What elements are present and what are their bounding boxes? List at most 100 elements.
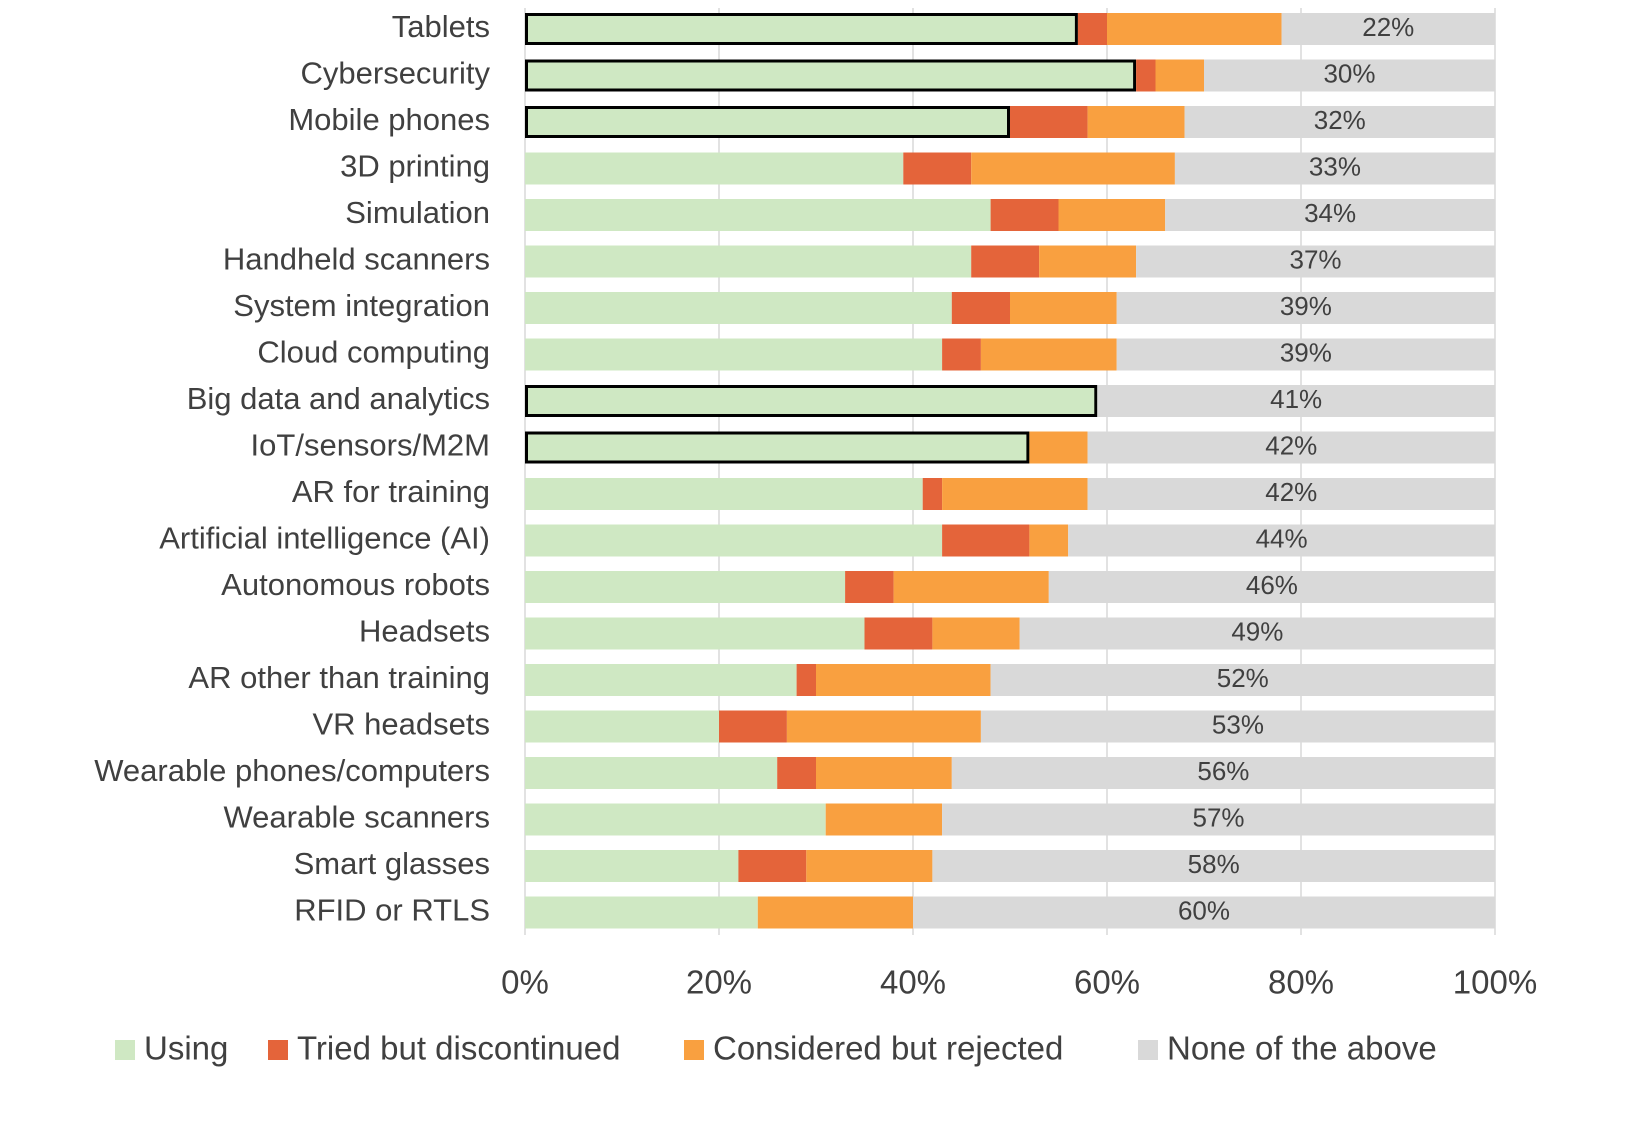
data-label: 33% <box>1309 151 1361 181</box>
bar-segment <box>1116 338 1495 371</box>
x-tick-label: 60% <box>1074 964 1140 1001</box>
bar-segment <box>971 245 1040 278</box>
x-tick-label: 100% <box>1453 964 1537 1001</box>
y-tick-label: VR headsets <box>313 707 491 742</box>
bar-segment <box>719 710 787 743</box>
bar-segment <box>1087 106 1185 138</box>
bar-segment <box>525 896 758 929</box>
bar-segment <box>1107 13 1282 45</box>
y-tick-label: Mobile phones <box>288 102 490 137</box>
bar-segment <box>1087 478 1495 510</box>
bar-segment <box>1058 199 1166 231</box>
bar-segment <box>525 524 943 557</box>
data-label: 58% <box>1188 849 1240 879</box>
legend-label: Tried but discontinued <box>297 1030 620 1067</box>
bar-segment <box>942 524 1030 557</box>
y-tick-label: 3D printing <box>340 149 490 184</box>
y-tick-label: Handheld scanners <box>223 242 490 277</box>
bar-segment <box>786 710 981 743</box>
bar-segment <box>1184 106 1495 138</box>
y-tick-label: RFID or RTLS <box>294 893 490 928</box>
bar-segment <box>951 292 1010 324</box>
bar-segment <box>922 478 943 510</box>
bar-segment <box>1077 13 1107 45</box>
x-tick-label: 40% <box>880 964 946 1001</box>
bar-segment <box>525 850 739 882</box>
bar-segment <box>1087 431 1495 464</box>
highlight-outline <box>525 431 1030 464</box>
bar-segment <box>845 571 894 603</box>
bar-segment <box>525 478 923 510</box>
bar-segment <box>525 106 1010 138</box>
bar-segment <box>1165 199 1495 231</box>
x-tick-label: 0% <box>501 964 549 1001</box>
bar-segment <box>757 896 913 929</box>
y-tick-label: Big data and analytics <box>187 381 490 416</box>
data-label: 22% <box>1362 12 1414 42</box>
y-tick-label: Autonomous robots <box>221 567 490 602</box>
data-label: 34% <box>1304 198 1356 228</box>
data-label: 60% <box>1178 895 1230 925</box>
bar-segment <box>525 385 1098 417</box>
x-tick-label: 80% <box>1268 964 1334 1001</box>
bar-segment <box>980 710 1495 743</box>
bar-segment <box>1155 59 1204 92</box>
bar-segment <box>525 431 1030 464</box>
data-label: 56% <box>1197 756 1249 786</box>
legend-swatch <box>115 1040 135 1060</box>
bar-segment <box>1029 524 1069 557</box>
bar-segment <box>864 617 933 650</box>
bar-segment <box>913 896 1495 929</box>
data-label: 30% <box>1323 58 1375 88</box>
legend-label: None of the above <box>1167 1030 1437 1067</box>
bar-segment <box>738 850 807 882</box>
bar-segment <box>990 199 1059 231</box>
highlight-outline <box>525 59 1137 92</box>
y-tick-label: Headsets <box>359 614 490 649</box>
highlight-outline <box>525 106 1010 138</box>
y-tick-label: Smart glasses <box>294 846 490 881</box>
bar-segment <box>806 850 933 882</box>
bar-segment <box>951 757 1495 789</box>
y-tick-label: AR for training <box>292 474 490 509</box>
bar-segment <box>525 152 904 185</box>
x-tick-label: 20% <box>686 964 752 1001</box>
y-tick-label: Cybersecurity <box>301 56 491 91</box>
bar-segment <box>980 338 1117 371</box>
bar-segment <box>525 292 952 324</box>
bar-segment <box>816 757 952 789</box>
data-label: 42% <box>1265 430 1317 460</box>
bar-segment <box>1281 13 1495 45</box>
data-label: 41% <box>1270 384 1322 414</box>
bar-segment <box>932 850 1495 882</box>
bar-segment <box>1136 245 1495 278</box>
bar-segment <box>1029 431 1088 464</box>
bar-segment <box>932 617 1020 650</box>
bar-segment <box>825 803 943 836</box>
bar-segment <box>1097 385 1495 417</box>
bar-segment <box>1136 59 1156 92</box>
bar-segment <box>525 13 1078 45</box>
legend-swatch <box>684 1040 704 1060</box>
bar-segment <box>525 803 826 836</box>
legend-swatch <box>268 1040 288 1060</box>
data-label: 37% <box>1290 244 1342 274</box>
data-label: 44% <box>1256 523 1308 553</box>
y-tick-label: Cloud computing <box>257 335 490 370</box>
bar-segment <box>942 803 1495 836</box>
bar-segment <box>1010 292 1117 324</box>
y-tick-label: IoT/sensors/M2M <box>251 428 490 463</box>
data-label: 46% <box>1246 570 1298 600</box>
data-label: 39% <box>1280 337 1332 367</box>
bar-segment <box>777 757 816 789</box>
bar-segment <box>1116 292 1495 324</box>
bar-segment <box>942 478 1088 510</box>
y-tick-label: Wearable phones/computers <box>94 753 490 788</box>
bar-segment <box>525 338 943 371</box>
data-label: 42% <box>1265 477 1317 507</box>
data-label: 32% <box>1314 105 1366 135</box>
bar-segment <box>1204 59 1495 92</box>
bar-segment <box>796 664 816 696</box>
